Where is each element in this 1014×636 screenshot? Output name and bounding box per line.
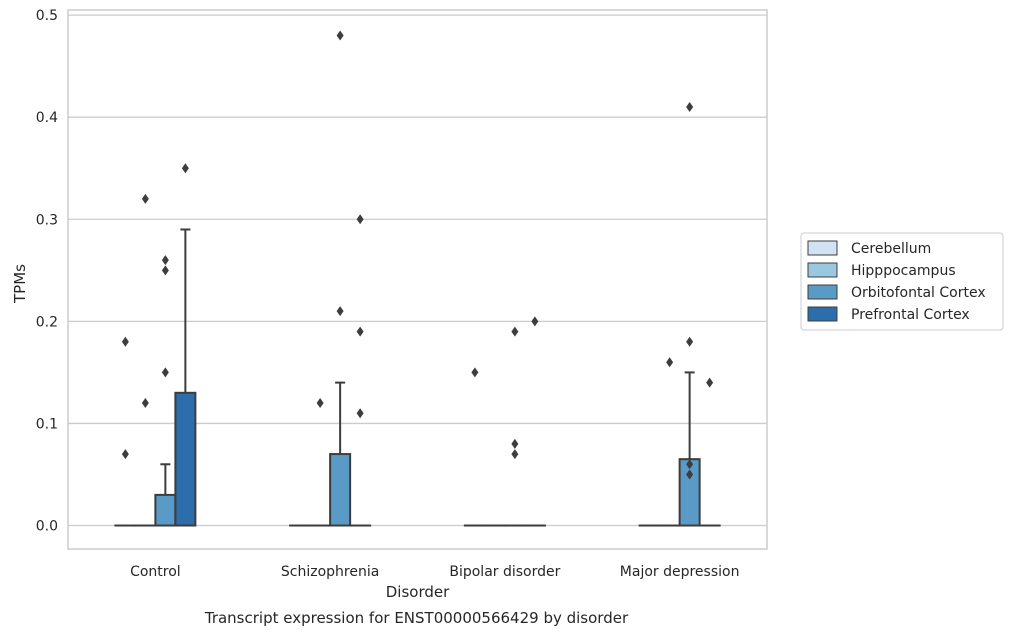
outlier-point [511,449,519,460]
legend-item: Cerebellum [807,240,931,257]
legend-item: Orbitofontal Cortex [807,284,986,301]
y-tick-label: 0.4 [36,110,58,126]
x-tick-label: Schizophrenia [281,564,379,580]
outlier-point [121,336,129,347]
outlier-point [121,449,129,460]
outlier-point [161,367,169,378]
x-tick-label: Major depression [620,564,740,580]
box-body [174,391,197,527]
grid-lines [68,14,767,527]
x-tick-label: Bipolar disorder [449,564,560,580]
outlier-point [686,101,694,112]
outlier-point [161,255,169,266]
y-tick-label: 0.1 [36,416,58,432]
y-tick-label: 0.3 [36,212,58,228]
outlier-point [181,163,189,174]
outlier-point [666,357,674,368]
outlier-point [356,408,364,419]
box-prefrontal-cortex [174,228,197,527]
outlier-point [316,398,324,409]
box-body [329,453,352,527]
y-tick-label: 0.5 [36,8,58,24]
y-axis-label: TPMs [11,264,29,304]
outlier-point [686,336,694,347]
y-tick-label: 0.2 [36,314,58,330]
legend-swatch [807,284,838,300]
outlier-point [336,30,344,41]
legend-label: Orbitofontal Cortex [851,285,986,301]
outlier-point [141,193,149,204]
outlier-point [686,459,694,470]
y-tick-labels: 0.0 0.1 0.2 0.3 0.4 0.5 [36,8,58,534]
x-axis-label: Disorder [386,583,450,601]
legend-item: Prefrontal Cortex [807,306,970,323]
legend-label: Hipppocampus [851,263,956,279]
chart-title: Transcript expression for ENST0000056642… [204,609,629,627]
legend-label: Prefrontal Cortex [851,307,970,323]
outlier-point [141,398,149,409]
box-orbitofontal-cortex [329,381,352,527]
outlier-point [686,469,694,480]
outlier-point [511,438,519,449]
outlier-point [356,326,364,337]
legend-item: Hipppocampus [807,262,956,279]
outlier-point [706,377,714,388]
outlier-point [471,367,479,378]
legend-swatch [807,306,838,322]
x-tick-labels: Control Schizophrenia Bipolar disorder Majo… [130,564,739,580]
legend-swatch [807,240,838,256]
legend-items: Cerebellum Hipppocampus Orbitofontal Corte… [807,240,986,323]
outlier-point [511,326,519,337]
outlier-point [161,265,169,276]
box-body [154,493,177,527]
box-orbitofontal-cortex [154,463,177,527]
legend-frame [800,232,1004,331]
x-tick-label: Control [130,564,181,580]
box-orbitofontal-cortex [678,371,701,527]
outlier-point [531,316,539,327]
outlier-point [336,306,344,317]
boxes [114,228,721,527]
legend-label: Cerebellum [851,241,931,257]
y-tick-label: 0.0 [36,519,58,535]
legend-swatch [807,262,838,278]
outlier-point [356,214,364,225]
legend: Cerebellum Hipppocampus Orbitofontal Corte… [800,232,1004,331]
outliers [121,30,714,480]
plot-frame [67,9,768,550]
